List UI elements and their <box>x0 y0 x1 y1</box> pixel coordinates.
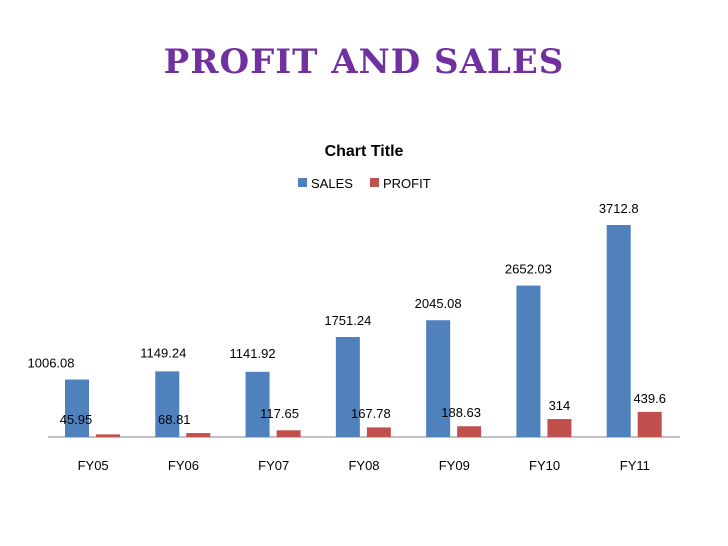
x-tick-label-fy09: FY09 <box>439 458 470 473</box>
bar-profit-fy07 <box>276 430 301 437</box>
bars-group <box>65 225 662 437</box>
legend: SALES PROFIT <box>298 176 431 191</box>
tick-labels-group: FY05 FY06 FY07 FY08 FY09 FY10 FY11 <box>78 458 650 473</box>
data-label-sales-fy09: 2045.08 <box>415 296 462 311</box>
bar-profit-fy09 <box>457 426 482 437</box>
bar-sales-fy06 <box>155 371 180 437</box>
bar-sales-fy07 <box>245 371 270 437</box>
data-label-sales-fy08: 1751.24 <box>324 313 371 328</box>
data-label-profit-fy11: 439.6 <box>633 391 666 406</box>
bar-profit-fy08 <box>366 427 391 437</box>
x-tick-label-fy06: FY06 <box>168 458 199 473</box>
bar-profit-fy05 <box>96 434 120 437</box>
legend-label-sales: SALES <box>311 176 353 191</box>
data-label-sales-fy10: 2652.03 <box>505 262 552 277</box>
x-tick-label-fy10: FY10 <box>529 458 560 473</box>
data-label-profit-fy07: 117.65 <box>260 406 299 421</box>
bar-profit-fy10 <box>547 419 572 437</box>
data-label-sales-fy06: 1149.24 <box>140 345 186 360</box>
data-label-profit-fy08: 167.78 <box>351 406 391 421</box>
bar-sales-fy11 <box>606 225 631 437</box>
bar-sales-fy08 <box>335 337 360 437</box>
legend-swatch-sales <box>298 178 307 187</box>
x-tick-label-fy11: FY11 <box>620 458 650 473</box>
bar-profit-fy06 <box>186 433 211 437</box>
legend-label-profit: PROFIT <box>383 176 431 191</box>
x-tick-label-fy08: FY08 <box>348 458 379 473</box>
data-label-sales-fy11: 3712.8 <box>599 201 639 216</box>
chart-title: Chart Title <box>325 143 404 160</box>
data-label-profit-fy10: 314 <box>549 398 571 413</box>
legend-swatch-profit <box>370 178 379 187</box>
bar-sales-fy05 <box>65 379 89 437</box>
slide-title: PROFIT AND SALES <box>163 42 565 82</box>
x-tick-label-fy05: FY05 <box>78 458 109 473</box>
data-label-profit-fy05: 45.95 <box>60 412 93 427</box>
bar-sales-fy10 <box>516 285 541 437</box>
data-label-profit-fy09: 188.63 <box>441 405 481 420</box>
bar-profit-fy11 <box>637 411 662 437</box>
data-label-sales-fy07: 1141.92 <box>230 346 276 361</box>
bar-sales-fy09 <box>426 320 451 437</box>
x-tick-label-fy07: FY07 <box>258 458 289 473</box>
data-labels-group: 1006.08 45.95 1149.24 68.81 1141.92 117.65 175… <box>28 201 666 427</box>
data-label-sales-fy05: 1006.08 <box>28 356 75 371</box>
data-label-profit-fy06: 68.81 <box>158 412 191 427</box>
